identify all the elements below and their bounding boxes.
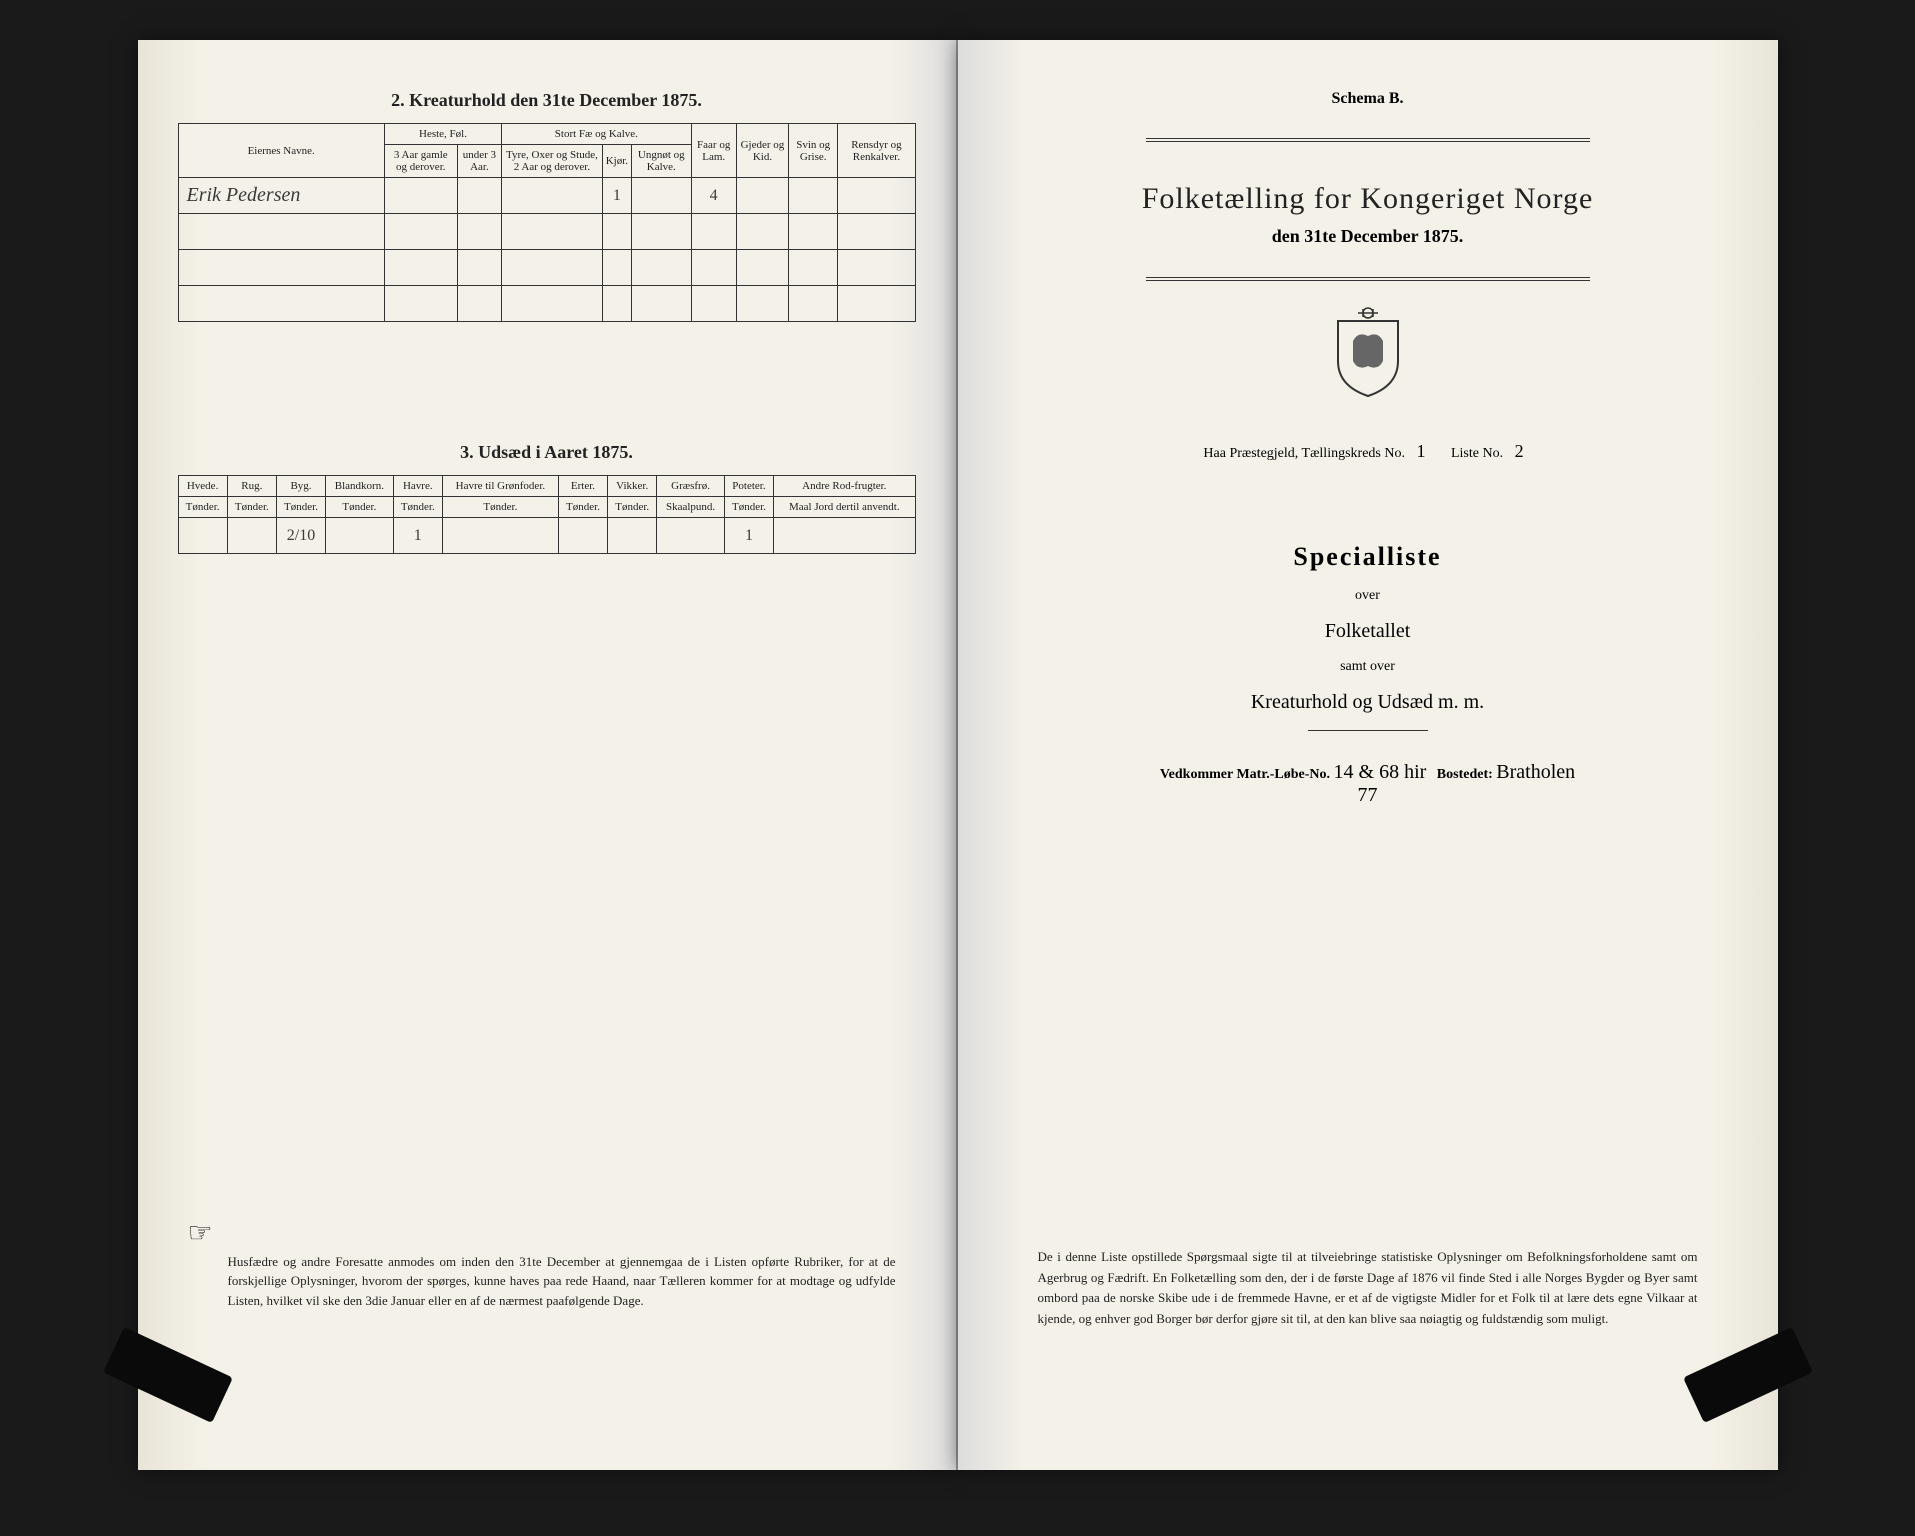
divider xyxy=(1308,730,1428,731)
grp-horse: Heste, Føl. xyxy=(384,124,501,145)
unit: Tønder. xyxy=(724,497,773,518)
col-havre: Havre. xyxy=(393,476,442,497)
unit: Tønder. xyxy=(227,497,276,518)
unit: Tønder. xyxy=(178,497,227,518)
census-title: Folketælling for Kongeriget Norge xyxy=(998,182,1738,216)
section-2-title: 2. Kreaturhold den 31te December 1875. xyxy=(178,90,916,111)
unit: Tønder. xyxy=(558,497,607,518)
col-graes: Græsfrø. xyxy=(657,476,725,497)
livestock-table: Eiernes Navne. Heste, Føl. Stort Fæ og K… xyxy=(178,123,916,322)
col-rod: Andre Rod-frugter. xyxy=(774,476,915,497)
sub-cattle-c: Ungnøt og Kalve. xyxy=(632,145,691,178)
census-date: den 31te December 1875. xyxy=(998,226,1738,247)
col-hvede: Hvede. xyxy=(178,476,227,497)
unit: Tønder. xyxy=(326,497,394,518)
col-vikker: Vikker. xyxy=(608,476,657,497)
liste-label: Liste No. xyxy=(1451,446,1503,461)
val-faar: 4 xyxy=(691,178,736,214)
grp-pig: Svin og Grise. xyxy=(789,124,838,178)
parish-prefix: Haa Præstegjeld, Tællingskreds No. xyxy=(1203,446,1405,461)
col-bland: Blandkorn. xyxy=(326,476,394,497)
unit: Tønder. xyxy=(442,497,558,518)
samt-label: samt over xyxy=(998,659,1738,675)
table-row xyxy=(178,286,915,322)
table-row xyxy=(178,250,915,286)
val-byg: 2/10 xyxy=(276,518,325,554)
grp-rein: Rensdyr og Renkalver. xyxy=(838,124,915,178)
bosted-label: Bostedet: xyxy=(1437,767,1493,782)
col-erter: Erter. xyxy=(558,476,607,497)
unit: Tønder. xyxy=(393,497,442,518)
vedk-label: Vedkommer Matr.-Løbe-No. xyxy=(1160,767,1330,782)
table-row: Erik Pedersen 1 4 xyxy=(178,178,915,214)
unit-grass: Skaalpund. xyxy=(657,497,725,518)
table-row: 2/10 1 1 xyxy=(178,518,915,554)
coat-of-arms-icon xyxy=(1328,301,1408,401)
col-byg: Byg. xyxy=(276,476,325,497)
over-label: over xyxy=(998,588,1738,604)
pointing-hand-icon: ☞ xyxy=(188,1216,213,1250)
col-rug: Rug. xyxy=(227,476,276,497)
grp-goat: Gjeder og Kid. xyxy=(736,124,788,178)
census-book-spread: 2. Kreaturhold den 31te December 1875. E… xyxy=(138,40,1778,1470)
grp-sheep: Faar og Lam. xyxy=(691,124,736,178)
col-havregron: Havre til Grønfoder. xyxy=(442,476,558,497)
col-owner: Eiernes Navne. xyxy=(178,124,384,178)
col-poteter: Poteter. xyxy=(724,476,773,497)
right-footer-note: De i denne Liste opstillede Spørgsmaal s… xyxy=(1038,1247,1698,1330)
kreatur-label: Kreaturhold og Udsæd m. m. xyxy=(998,691,1738,714)
seed-table: Hvede. Rug. Byg. Blandkorn. Havre. Havre… xyxy=(178,475,916,554)
owner-name: Erik Pedersen xyxy=(178,178,384,214)
sub-horse-a: 3 Aar gamle og derover. xyxy=(384,145,457,178)
section-3-title: 3. Udsæd i Aaret 1875. xyxy=(178,442,916,463)
parish-line: Haa Præstegjeld, Tællingskreds No. 1 Lis… xyxy=(998,441,1738,462)
unit: Tønder. xyxy=(608,497,657,518)
liste-no: 2 xyxy=(1507,441,1532,461)
table-row xyxy=(178,214,915,250)
vedkommer-line: Vedkommer Matr.-Løbe-No. 14 & 68 hir Bos… xyxy=(998,761,1738,807)
right-page: Schema B. Folketælling for Kongeriget No… xyxy=(958,40,1778,1470)
sub-cattle-a: Tyre, Oxer og Stude, 2 Aar og derover. xyxy=(502,145,603,178)
title-rule xyxy=(1146,277,1590,281)
kreds-no: 1 xyxy=(1408,441,1433,461)
left-footer-note: Husfædre og andre Foresatte anmodes om i… xyxy=(228,1252,896,1311)
grp-cattle: Stort Fæ og Kalve. xyxy=(502,124,691,145)
folketallet-label: Folketallet xyxy=(998,620,1738,643)
left-page: 2. Kreaturhold den 31te December 1875. E… xyxy=(138,40,958,1470)
unit: Tønder. xyxy=(276,497,325,518)
val-kjor: 1 xyxy=(602,178,631,214)
specialliste-heading: Specialliste xyxy=(998,542,1738,572)
unit-root: Maal Jord dertil anvendt. xyxy=(774,497,915,518)
title-rule xyxy=(1146,138,1590,142)
matr-no-2: 77 xyxy=(1358,784,1378,806)
sub-horse-b: under 3 Aar. xyxy=(457,145,501,178)
schema-label: Schema B. xyxy=(998,90,1738,108)
bosted-value: Bratholen xyxy=(1496,761,1575,783)
val-havre: 1 xyxy=(393,518,442,554)
val-poteter: 1 xyxy=(724,518,773,554)
sub-cattle-b: Kjør. xyxy=(602,145,631,178)
matr-no: 14 & 68 hir xyxy=(1334,761,1427,783)
